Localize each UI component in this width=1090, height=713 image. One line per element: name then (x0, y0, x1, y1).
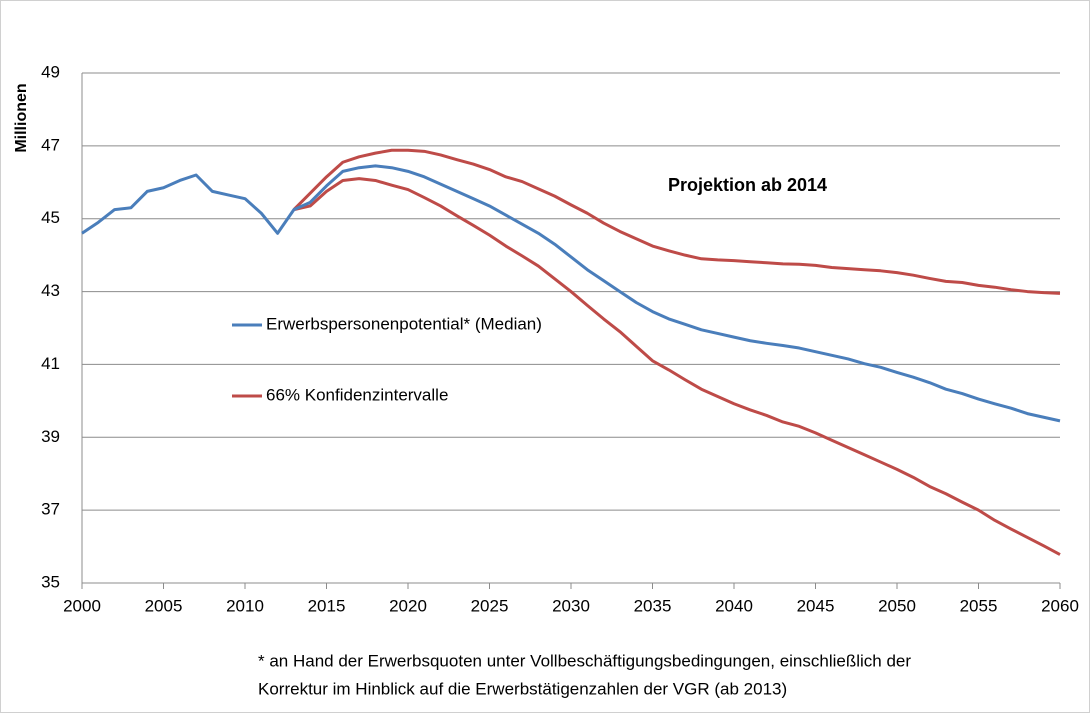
x-tick-label: 2040 (715, 596, 753, 615)
y-tick-label: 35 (41, 572, 60, 591)
x-tick-label: 2010 (226, 596, 264, 615)
x-tick-label: 2015 (308, 596, 346, 615)
x-tick-label: 2005 (145, 596, 183, 615)
y-tick-label: 49 (41, 62, 60, 81)
y-tick-label: 45 (41, 208, 60, 227)
footnote: Korrektur im Hinblick auf die Erwerbstät… (258, 679, 787, 698)
x-tick-label: 2045 (797, 596, 835, 615)
band-lower-line (293, 177, 1061, 556)
x-tick-label: 2060 (1041, 596, 1079, 615)
annotation: Projektion ab 2014 (668, 175, 827, 195)
x-tick-label: 2025 (471, 596, 509, 615)
y-tick-label: 39 (41, 427, 60, 446)
x-tick-label: 2050 (878, 596, 916, 615)
legend-label: 66% Konfidenzintervalle (266, 385, 448, 404)
x-tick-label: 2020 (389, 596, 427, 615)
x-tick-label: 2030 (552, 596, 590, 615)
y-tick-label: 47 (41, 135, 60, 154)
x-tick-label: 2055 (960, 596, 998, 615)
x-tick-label: 2035 (634, 596, 672, 615)
band-upper-line (292, 148, 1061, 295)
y-tick-label: 37 (41, 500, 60, 519)
y-axis-label: Millionen (13, 83, 30, 152)
x-tick-label: 2000 (63, 596, 101, 615)
legend-label: Erwerbspersonenpotential* (Median) (266, 314, 542, 333)
y-tick-label: 41 (41, 354, 60, 373)
y-tick-label: 43 (41, 281, 60, 300)
footnote: * an Hand der Erwerbsquoten unter Vollbe… (258, 651, 911, 670)
series-line (81, 164, 1061, 423)
